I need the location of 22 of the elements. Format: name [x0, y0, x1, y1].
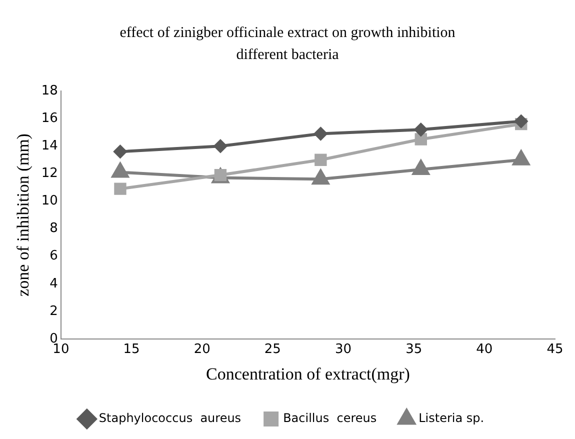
x-tick-label: 15 — [123, 342, 140, 358]
x-tick-label: 20 — [194, 342, 210, 358]
y-tick-label: 12 — [41, 166, 58, 182]
y-tick-label: 18 — [41, 83, 58, 98]
x-tick-label: 45 — [546, 342, 564, 358]
x-tick-label: 40 — [476, 342, 493, 358]
legend-label: Listeria sp. — [418, 411, 484, 426]
legend-label: Bacillus cereus — [283, 411, 377, 426]
x-tick-label: 30 — [334, 342, 352, 358]
y-tick-label: 10 — [41, 194, 58, 209]
y-tick-label: 2 — [50, 304, 58, 319]
y-tick-label: 16 — [41, 110, 58, 126]
x-tick-label: 35 — [406, 342, 422, 358]
y-tick-label: 4 — [50, 276, 58, 292]
y-tick-label: 8 — [50, 221, 58, 236]
x-tick-label: 25 — [264, 342, 281, 358]
y-tick-label: 6 — [50, 248, 58, 264]
x-axis-title: Concentration of extract(mgr) — [206, 364, 410, 384]
legend-label: Staphylococcus aureus — [98, 411, 242, 426]
chart-title: effect of zinigber officinale extract on growth inhibition different bacteria — [118, 24, 456, 65]
y-tick-label: 14 — [41, 138, 58, 154]
y-axis-title: zone of inhibition (mm) — [14, 134, 33, 296]
